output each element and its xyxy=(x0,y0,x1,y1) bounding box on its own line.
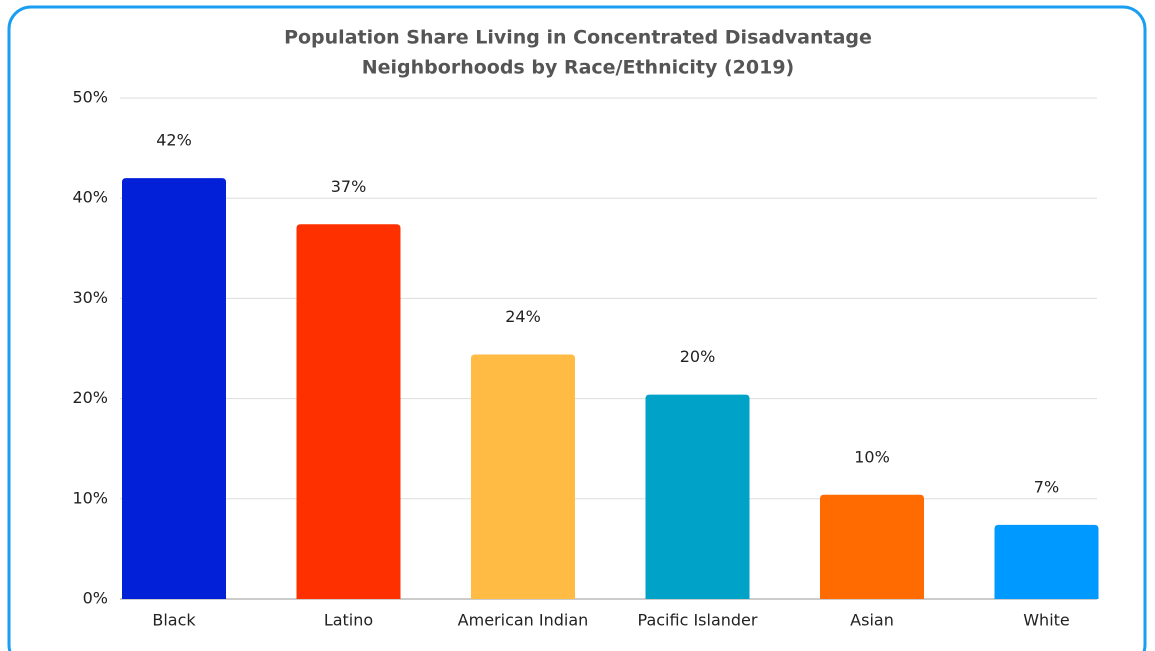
chart-title: Population Share Living in Concentrated … xyxy=(284,27,872,49)
x-tick-label: American Indian xyxy=(458,611,589,630)
x-tick-label: Latino xyxy=(324,611,373,630)
y-tick-label: 40% xyxy=(72,188,108,207)
y-tick-label: 10% xyxy=(72,488,108,507)
bar xyxy=(471,354,575,599)
bar xyxy=(122,178,226,599)
data-label: 42% xyxy=(156,131,192,150)
data-label: 20% xyxy=(680,347,716,366)
data-label: 7% xyxy=(1034,477,1059,496)
bar xyxy=(296,224,401,599)
y-tick-label: 20% xyxy=(72,388,108,407)
bar xyxy=(820,494,924,599)
chart-title: Neighborhoods by Race/Ethnicity (2019) xyxy=(362,57,794,79)
x-tick-label: Asian xyxy=(850,611,894,630)
y-tick-label: 50% xyxy=(72,88,108,107)
bar xyxy=(994,524,1099,599)
y-tick-label: 0% xyxy=(83,589,108,608)
y-tick-label: 30% xyxy=(72,288,108,307)
data-label: 10% xyxy=(854,447,890,466)
data-label: 37% xyxy=(331,177,367,196)
x-tick-label: Pacific Islander xyxy=(638,611,758,630)
data-label: 24% xyxy=(505,307,541,326)
bar xyxy=(645,394,750,599)
x-tick-label: Black xyxy=(152,611,196,630)
frame xyxy=(7,5,1147,651)
x-tick-label: White xyxy=(1023,611,1070,630)
